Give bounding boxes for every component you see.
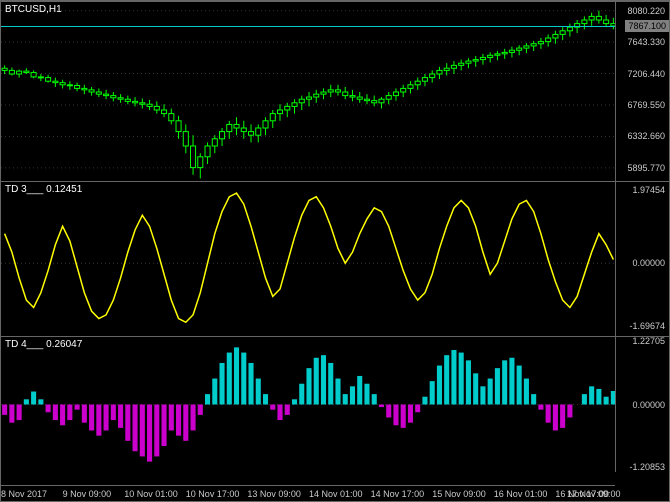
time-tick: 10 Nov 01:00 (124, 489, 178, 499)
price-ytick: 7643.330 (627, 37, 665, 47)
td3-ytick: -1.69674 (629, 321, 665, 331)
td3-plot[interactable] (1, 182, 615, 336)
trading-chart[interactable]: BTCUSD,H1 7867.100 8080.220 7643.330 7206.… (0, 0, 670, 502)
current-price-tag: 7867.100 (625, 20, 669, 32)
td4-ytick: -1.20853 (629, 462, 665, 472)
price-ytick: 5895.770 (627, 163, 665, 173)
price-ytick: 6769.550 (627, 100, 665, 110)
time-tick: 10 Nov 17:00 (186, 489, 240, 499)
time-axis: 8 Nov 2017 9 Nov 09:00 10 Nov 01:00 10 Nov … (1, 485, 615, 501)
price-ytick: 6332.660 (627, 131, 665, 141)
td4-ytick: 0.00000 (632, 400, 665, 410)
td3-yaxis: 1.97454 0.00000 -1.69674 (615, 182, 669, 336)
price-plot[interactable] (1, 2, 615, 181)
time-tick: 9 Nov 09:00 (63, 489, 112, 499)
td3-ytick: 1.97454 (632, 185, 665, 195)
price-panel[interactable]: BTCUSD,H1 7867.100 8080.220 7643.330 7206.… (1, 1, 669, 181)
td4-panel[interactable]: TD 4___ 0.26047 1.22705 0.00000 -1.20853 (1, 336, 669, 487)
price-ytick: 8080.220 (627, 6, 665, 16)
time-tick: 8 Nov 2017 (1, 489, 47, 499)
price-ytick: 7206.440 (627, 69, 665, 79)
td3-ytick: 0.00000 (632, 258, 665, 268)
time-tick: 16 Nov 01:00 (494, 489, 548, 499)
td3-label: TD 3___ 0.12451 (5, 184, 82, 195)
time-tick: 15 Nov 09:00 (432, 489, 486, 499)
time-tick: 14 Nov 17:00 (371, 489, 425, 499)
td4-label: TD 4___ 0.26047 (5, 339, 82, 350)
time-tick: 14 Nov 01:00 (309, 489, 363, 499)
symbol-label: BTCUSD,H1 (5, 4, 62, 15)
price-yaxis: 7867.100 8080.220 7643.330 7206.440 6769.55… (615, 2, 669, 181)
td4-ytick: 1.22705 (632, 336, 665, 346)
td4-yaxis: 1.22705 0.00000 -1.20853 (615, 337, 669, 472)
td4-plot[interactable] (1, 337, 615, 487)
td3-panel[interactable]: TD 3___ 0.12451 1.97454 0.00000 -1.69674 (1, 181, 669, 336)
time-tick: 17 Nov 09:00 (567, 489, 621, 499)
current-price-line (1, 26, 615, 27)
time-tick: 13 Nov 09:00 (247, 489, 301, 499)
